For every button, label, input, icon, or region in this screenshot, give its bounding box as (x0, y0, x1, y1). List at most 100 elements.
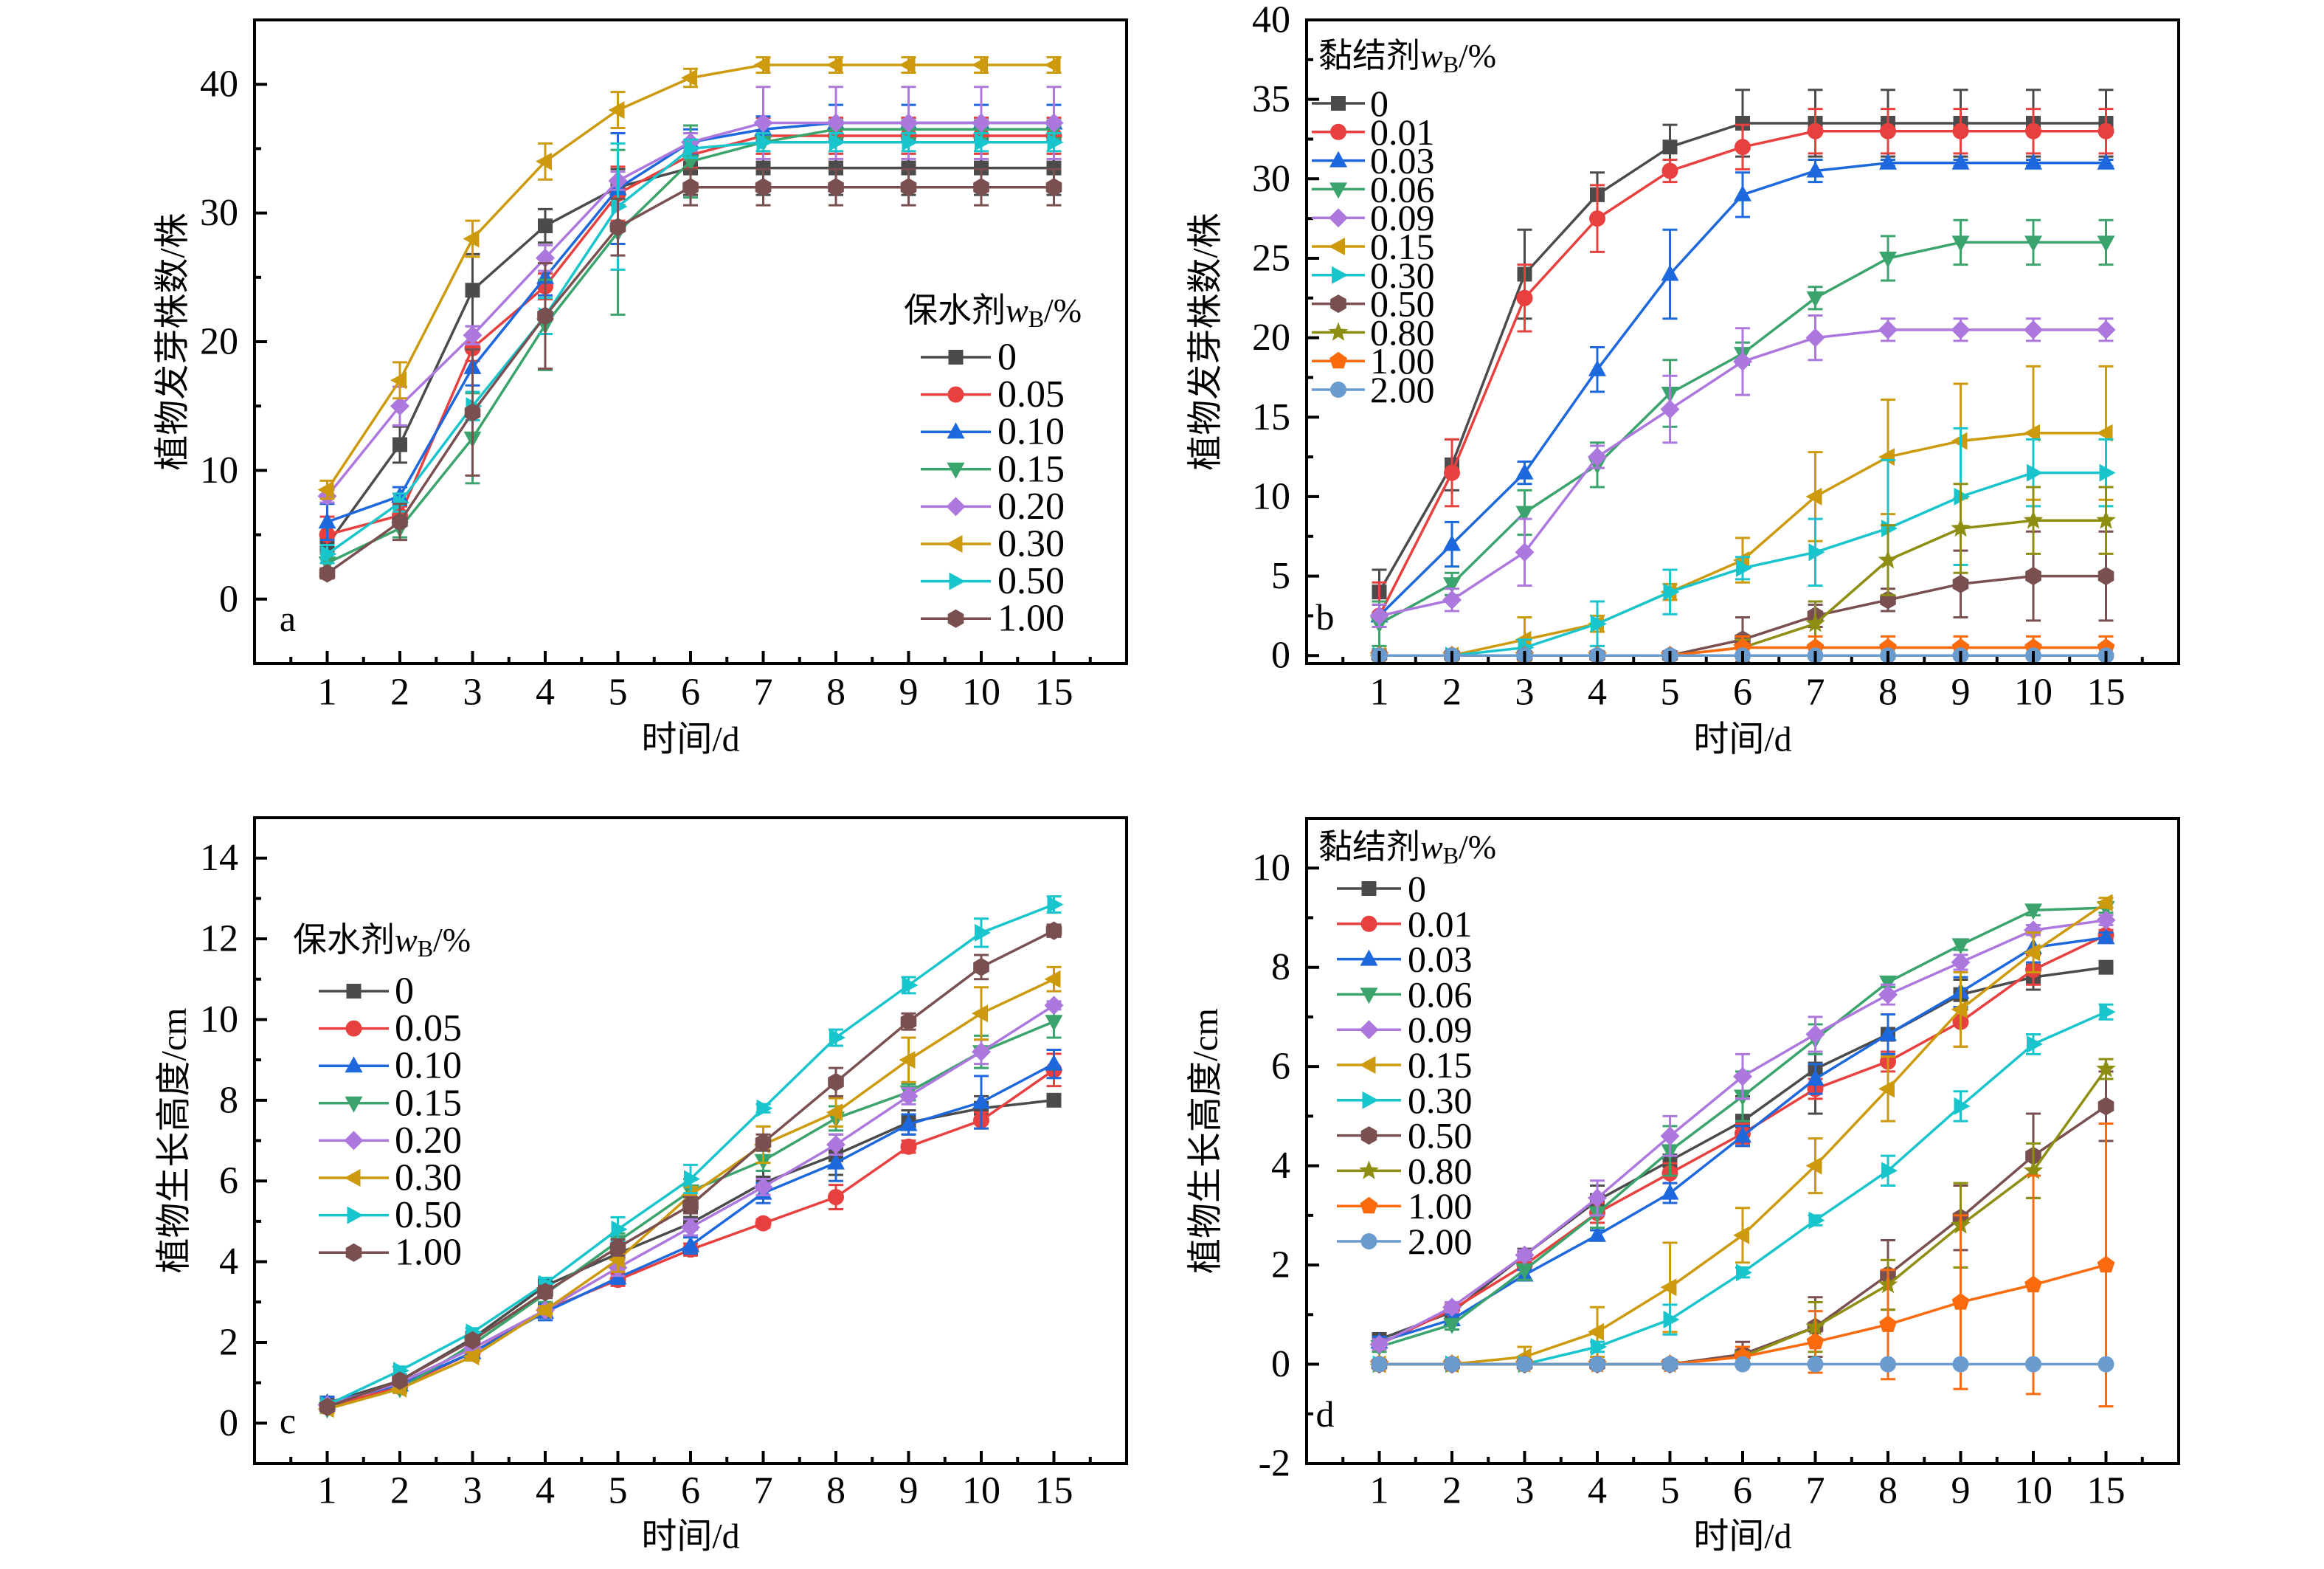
error-bar (755, 1133, 771, 1152)
panel-label: d (1316, 1393, 1335, 1435)
legend-label: 0.15 (1408, 1044, 1473, 1086)
error-bar (1517, 263, 1532, 333)
panel-d: 1 2 3 4 5 6 7 8 9 10 15 -2 0 2 4 6 8 10 时间/d 植物生长高度/cm d 黏结剂w… (1186, 817, 2180, 1556)
legend-marker (947, 462, 965, 479)
data-point-marker (1881, 520, 1898, 537)
data-point-marker (2096, 424, 2113, 442)
legend-label: 0.30 (1370, 255, 1435, 296)
x-tick-label: 3 (463, 672, 483, 714)
data-point-marker (975, 133, 991, 151)
legend: 保水剂wB/%00.050.100.150.200.300.501.00 (904, 292, 1082, 640)
x-tick-label: 3 (1515, 672, 1535, 714)
error-bar (829, 1028, 843, 1047)
error-bar (1445, 520, 1459, 568)
legend-marker (1359, 1160, 1379, 1179)
error-bar (1735, 1266, 1750, 1279)
legend-marker (1332, 266, 1348, 284)
legend-label: 0.01 (1370, 111, 1435, 153)
legend-marker (1330, 123, 1346, 140)
x-tick-label: 15 (2087, 1470, 2126, 1512)
x-tick-label: 6 (1733, 1470, 1752, 1512)
data-point-marker (1733, 1226, 1749, 1244)
data-point-marker (902, 976, 919, 994)
legend-entry: 0.03 (1312, 140, 1435, 182)
error-bar (538, 207, 553, 244)
legend-marker (345, 1056, 363, 1073)
error-bar (1808, 517, 1823, 587)
legend-entry: 0.80 (1312, 311, 1435, 353)
legend-entry: 0 (1312, 83, 1388, 124)
legend-entry: 0.50 (319, 1194, 462, 1236)
x-axis-ticks (1341, 1451, 2144, 1463)
y-tick-label: 10 (200, 999, 238, 1041)
data-point-marker (684, 139, 700, 158)
error-bar (1735, 171, 1750, 218)
legend-marker (1360, 1233, 1377, 1249)
series-line (1378, 965, 2106, 1341)
legend-label: 0.50 (1370, 283, 1435, 325)
error-bar (465, 1335, 480, 1346)
panel-label: b (1316, 596, 1335, 638)
series-0.09 (1369, 910, 2116, 1354)
x-tick-label: 6 (1733, 672, 1752, 714)
error-bar (1953, 970, 1968, 1048)
legend-entry: 0.15 (1337, 1044, 1473, 1086)
legend-entry: 0.03 (1337, 939, 1473, 980)
error-bar (1662, 158, 1678, 184)
legend-entry: 0.01 (1337, 903, 1473, 945)
legend-entry: 0.15 (1312, 226, 1435, 267)
data-point-marker (1880, 1356, 1896, 1373)
legend-entry: 0.20 (319, 1120, 462, 1162)
error-bar (538, 1305, 553, 1316)
error-bar (2026, 218, 2041, 266)
error-bar (610, 1238, 626, 1257)
legend-label: 0.03 (1408, 939, 1473, 980)
data-point-marker (1661, 1356, 1678, 1373)
x-tick-label: 8 (1878, 672, 1898, 714)
error-bar (974, 954, 989, 981)
error-bar (1517, 517, 1532, 587)
y-tick-label: 40 (200, 63, 238, 106)
legend-marker (1329, 238, 1345, 255)
series-0.30 (1372, 427, 2116, 665)
x-tick-label: 15 (1035, 672, 1073, 714)
plot-area (317, 56, 1064, 583)
data-point-marker (756, 133, 773, 151)
y-axis-label: 植物生长高度/cm (155, 1008, 194, 1274)
error-bar (319, 544, 335, 565)
legend-entry: 0 (319, 970, 414, 1013)
error-bar (901, 1036, 916, 1083)
x-tick-label: 1 (1370, 672, 1389, 714)
data-point-marker (1589, 1356, 1605, 1373)
panel-c: 1 2 3 4 5 6 7 8 9 10 1502468101214时间/d植物生长高度/cmc保水… (155, 816, 1128, 1556)
legend-entry: 0.15 (921, 448, 1065, 490)
legend-entry: 0.09 (1312, 197, 1435, 238)
x-tick-label: 15 (2087, 672, 2126, 714)
legend-entry: 0.30 (1337, 1080, 1473, 1121)
x-tick-label: 3 (1515, 1470, 1535, 1512)
legend-marker (946, 535, 963, 553)
data-point-marker (2024, 424, 2040, 442)
error-bar (1735, 123, 1750, 170)
error-bar (1445, 587, 1459, 613)
x-axis-label: 时间/d (641, 1517, 739, 1556)
error-bar (2026, 904, 2041, 917)
y-tick-label: 5 (1271, 555, 1290, 597)
error-bar (1517, 461, 1532, 486)
plot-area (317, 895, 1064, 1419)
legend-marker (1329, 208, 1348, 228)
error-bar (319, 567, 335, 580)
error-bar (1590, 444, 1605, 469)
legend-entry: 0.05 (319, 1007, 462, 1049)
y-tick-label: 0 (1271, 635, 1290, 677)
legend-marker (1361, 881, 1377, 896)
data-point-marker (1808, 543, 1825, 562)
y-tick-label: 30 (200, 192, 238, 234)
error-bar (1372, 603, 1387, 628)
x-tick-label: 2 (390, 1470, 409, 1512)
plot-area (1369, 89, 2116, 665)
legend-marker (1360, 987, 1378, 1004)
legend-entry: 0.30 (319, 1157, 462, 1199)
error-bar (1808, 1137, 1823, 1195)
error-bar (901, 56, 916, 75)
